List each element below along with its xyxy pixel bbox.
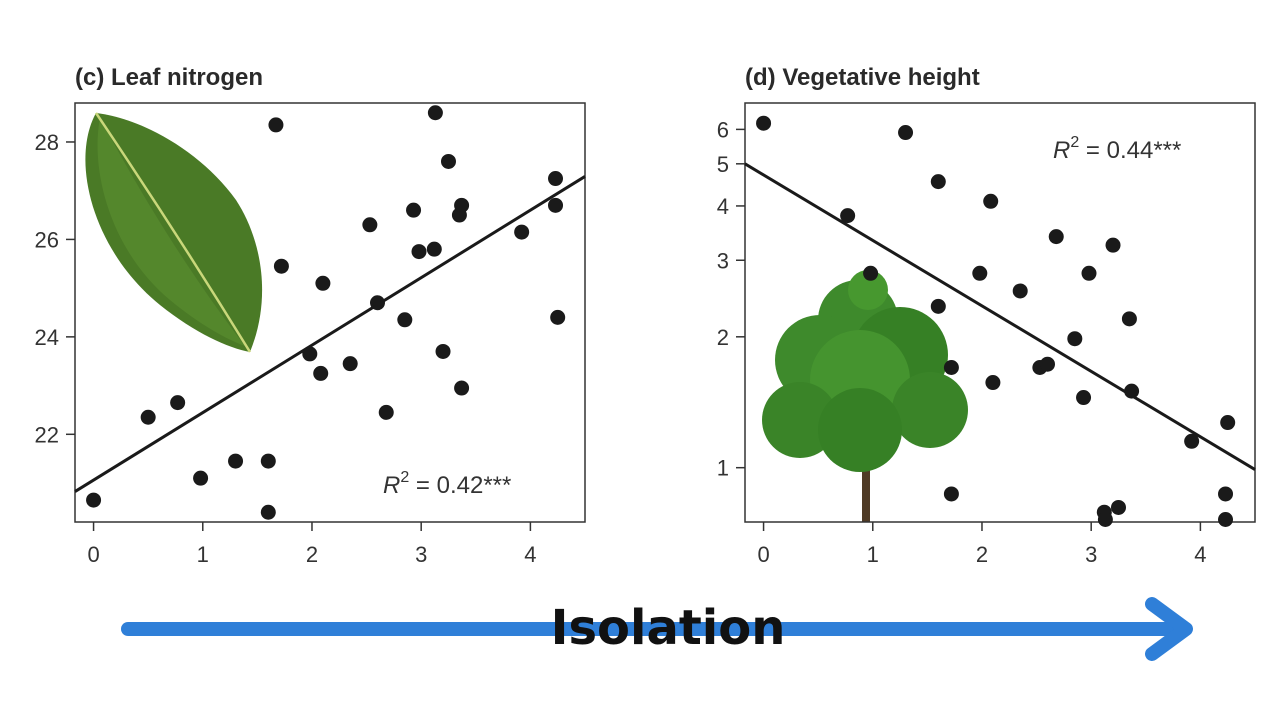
y-tick-label: 22: [35, 422, 59, 447]
r-squared-annotation: R2 = 0.42***: [383, 469, 511, 499]
x-tick-label: 4: [1194, 542, 1206, 567]
data-point: [313, 365, 329, 381]
data-point: [370, 295, 386, 311]
data-point: [427, 105, 443, 121]
data-point: [454, 197, 470, 213]
x-tick-label: 4: [524, 542, 536, 567]
data-point: [454, 380, 470, 396]
data-point: [972, 265, 988, 281]
data-point: [548, 171, 564, 187]
data-point: [406, 202, 422, 218]
y-tick-label: 1: [717, 456, 729, 481]
data-point: [397, 312, 413, 328]
data-point: [228, 453, 244, 469]
x-tick-label: 1: [197, 542, 209, 567]
data-point: [514, 224, 530, 240]
data-point: [1076, 390, 1092, 406]
data-point: [1121, 311, 1137, 327]
data-point: [260, 504, 276, 520]
data-point: [362, 217, 378, 233]
r-symbol: R: [383, 472, 400, 499]
r-squared-annotation: R2 = 0.44***: [1053, 134, 1181, 164]
isolation-label: Isolation: [550, 600, 786, 656]
data-point: [985, 375, 1001, 391]
data-point: [273, 258, 289, 274]
y-tick-label: 26: [35, 227, 59, 252]
data-point: [1048, 229, 1064, 245]
data-point: [342, 356, 358, 372]
data-point: [1124, 383, 1140, 399]
data-point: [440, 153, 456, 169]
x-tick-label: 1: [867, 542, 879, 567]
data-point: [1110, 499, 1126, 515]
data-point: [756, 115, 772, 131]
data-point: [1105, 237, 1121, 253]
data-point: [268, 117, 284, 133]
r-squared-value: = 0.42***: [409, 472, 511, 499]
r-squared-value: = 0.44***: [1079, 137, 1181, 164]
regression-line: [744, 162, 1256, 471]
r-superscript: 2: [400, 469, 409, 486]
data-point: [983, 193, 999, 209]
y-tick-label: 24: [35, 325, 59, 350]
y-tick-label: 4: [717, 194, 729, 219]
data-point: [140, 409, 156, 425]
data-point: [943, 486, 959, 502]
data-point: [898, 125, 914, 141]
data-point: [86, 492, 102, 508]
x-tick-label: 3: [1085, 542, 1097, 567]
plot-frame: [744, 102, 1256, 523]
data-point: [550, 309, 566, 325]
data-point: [302, 346, 318, 362]
tree-image: [762, 270, 968, 522]
data-point: [1218, 511, 1234, 527]
y-tick-label: 6: [717, 117, 729, 142]
data-point: [435, 343, 451, 359]
x-tick-label: 0: [757, 542, 769, 567]
data-point: [1220, 415, 1236, 431]
data-point: [1067, 331, 1083, 347]
data-point: [863, 265, 879, 281]
data-point: [943, 359, 959, 375]
panel-c-title: (c) Leaf nitrogen: [75, 64, 264, 91]
data-point: [411, 244, 427, 260]
data-point: [930, 174, 946, 190]
data-point: [548, 197, 564, 213]
data-point: [1218, 486, 1234, 502]
data-point: [378, 404, 394, 420]
x-tick-label: 2: [306, 542, 318, 567]
y-tick-label: 28: [35, 130, 59, 155]
y-tick-label: 2: [717, 325, 729, 350]
data-point: [1097, 511, 1113, 527]
data-point: [1184, 433, 1200, 449]
data-point: [1012, 283, 1028, 299]
regression-line: [74, 175, 586, 493]
x-tick-label: 3: [415, 542, 427, 567]
data-point: [315, 275, 331, 291]
r-superscript: 2: [1070, 134, 1079, 151]
data-point: [840, 208, 856, 224]
plot-frame: [74, 102, 586, 523]
data-point: [1040, 356, 1056, 372]
data-point: [170, 395, 186, 411]
data-point: [260, 453, 276, 469]
data-point: [930, 298, 946, 314]
leaf-image: [85, 112, 263, 353]
panel-d-title: (d) Vegetative height: [745, 64, 980, 91]
r-symbol: R: [1053, 137, 1070, 164]
y-tick-label: 3: [717, 248, 729, 273]
y-tick-label: 5: [717, 152, 729, 177]
data-point: [193, 470, 209, 486]
x-tick-label: 2: [976, 542, 988, 567]
x-tick-label: 0: [87, 542, 99, 567]
data-point: [1081, 265, 1097, 281]
data-point: [426, 241, 442, 257]
